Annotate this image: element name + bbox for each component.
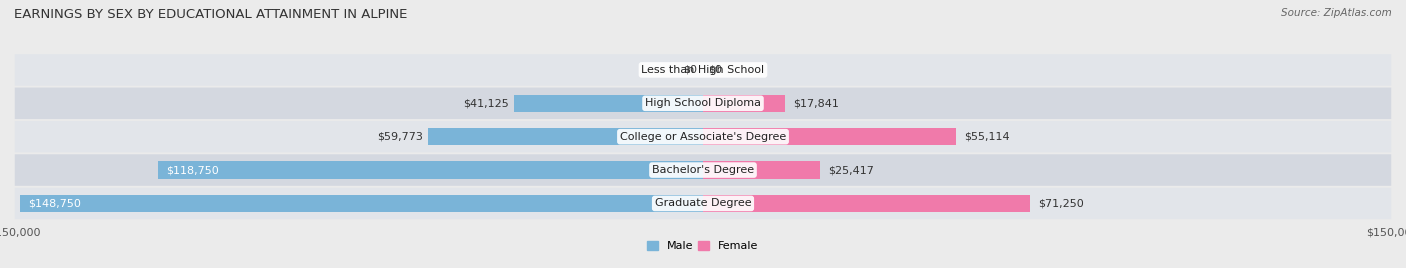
Text: $25,417: $25,417: [828, 165, 875, 175]
Legend: Male, Female: Male, Female: [647, 241, 759, 251]
Text: $0: $0: [709, 65, 723, 75]
Text: $59,773: $59,773: [377, 132, 423, 142]
Text: $118,750: $118,750: [166, 165, 218, 175]
Text: Bachelor's Degree: Bachelor's Degree: [652, 165, 754, 175]
Text: College or Associate's Degree: College or Associate's Degree: [620, 132, 786, 142]
Text: $17,841: $17,841: [793, 98, 839, 108]
Text: $41,125: $41,125: [463, 98, 509, 108]
Text: Source: ZipAtlas.com: Source: ZipAtlas.com: [1281, 8, 1392, 18]
Bar: [429, 128, 703, 145]
FancyBboxPatch shape: [14, 188, 1392, 219]
FancyBboxPatch shape: [14, 154, 1392, 186]
Bar: [703, 95, 785, 112]
Text: EARNINGS BY SEX BY EDUCATIONAL ATTAINMENT IN ALPINE: EARNINGS BY SEX BY EDUCATIONAL ATTAINMEN…: [14, 8, 408, 21]
Bar: [157, 161, 703, 179]
FancyBboxPatch shape: [14, 54, 1392, 86]
Text: $55,114: $55,114: [965, 132, 1010, 142]
FancyBboxPatch shape: [14, 121, 1392, 152]
Text: $0: $0: [683, 65, 697, 75]
Bar: [20, 195, 703, 212]
Bar: [515, 95, 703, 112]
Text: $71,250: $71,250: [1039, 198, 1084, 209]
Text: Graduate Degree: Graduate Degree: [655, 198, 751, 209]
Text: $148,750: $148,750: [28, 198, 82, 209]
Bar: [703, 195, 1031, 212]
Bar: [703, 128, 956, 145]
Bar: [703, 161, 820, 179]
Text: Less than High School: Less than High School: [641, 65, 765, 75]
FancyBboxPatch shape: [14, 88, 1392, 119]
Text: High School Diploma: High School Diploma: [645, 98, 761, 108]
